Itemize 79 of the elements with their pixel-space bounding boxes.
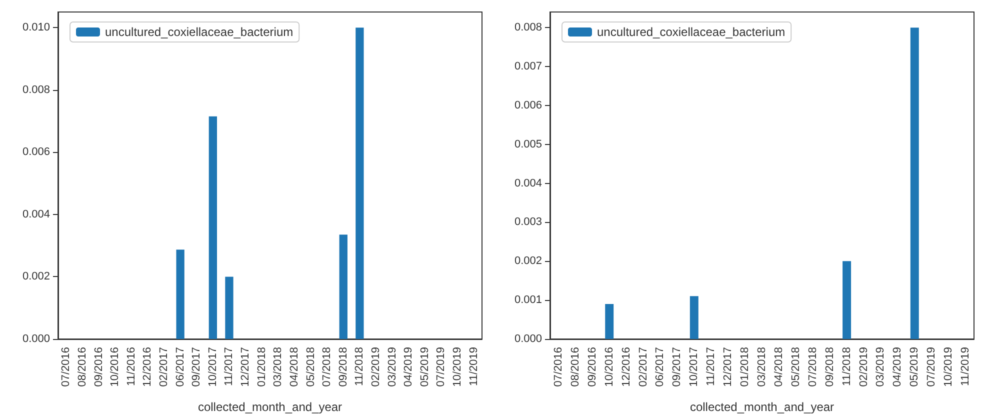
y-tick-label: 0.008 — [514, 22, 542, 34]
x-axis-title: collected_month_and_year — [690, 400, 834, 414]
x-tick-label: 12/2016 — [620, 347, 632, 387]
x-tick-label: 04/2018 — [288, 347, 300, 387]
x-tick-label: 03/2018 — [272, 347, 284, 387]
bar — [910, 28, 919, 339]
x-tick-label: 10/2016 — [603, 347, 616, 387]
x-tick-label: 11/2017 — [705, 347, 718, 386]
x-tick-label: 10/2019 — [942, 347, 955, 387]
x-tick-label: 02/2017 — [158, 347, 170, 387]
x-tick-label: 02/2017 — [637, 347, 650, 387]
y-tick-label: 0.003 — [514, 216, 542, 228]
x-tick-label: 11/2019 — [960, 347, 972, 386]
x-tick-label: 11/2019 — [468, 347, 480, 386]
x-tick-label: 07/2018 — [321, 347, 334, 387]
x-tick-label: 07/2016 — [60, 347, 72, 387]
y-tick-label: 0.001 — [514, 294, 542, 306]
x-tick-label: 09/2017 — [671, 347, 684, 387]
y-tick-label: 0.007 — [514, 60, 542, 72]
x-tick-label: 06/2017 — [654, 347, 666, 387]
bar — [176, 250, 184, 339]
x-tick-label: 03/2019 — [874, 347, 887, 387]
x-tick-label: 07/2019 — [926, 347, 938, 387]
x-tick-label: 11/2017 — [223, 347, 236, 386]
x-tick-label: 02/2019 — [858, 347, 870, 387]
bar — [842, 261, 852, 339]
x-tick-label: 08/2016 — [76, 347, 88, 387]
y-tick-label: 0.000 — [514, 333, 542, 345]
x-tick-label: 01/2018 — [739, 347, 752, 387]
x-tick-label: 10/2019 — [452, 347, 464, 387]
bar — [690, 296, 698, 339]
x-tick-label: 11/2018 — [840, 347, 853, 386]
x-tick-label: 09/2018 — [337, 347, 350, 387]
bar — [208, 116, 217, 339]
bar — [356, 28, 364, 339]
x-tick-label: 11/2018 — [354, 347, 366, 386]
x-tick-label: 05/2018 — [790, 347, 802, 387]
y-tick-label: 0.004 — [514, 177, 542, 190]
x-tick-label: 04/2018 — [772, 347, 785, 387]
x-tick-label: 03/2019 — [386, 347, 398, 387]
y-tick-label: 0.004 — [22, 208, 50, 220]
x-tick-label: 12/2016 — [142, 347, 154, 387]
bar — [605, 304, 614, 339]
y-tick-label: 0.010 — [22, 22, 50, 34]
x-tick-label: 09/2018 — [824, 347, 836, 387]
legend-label: uncultured_coxiellaceae_bacterium — [597, 25, 786, 39]
y-tick-label: 0.006 — [514, 99, 542, 112]
x-tick-label: 07/2018 — [806, 347, 819, 387]
bar — [225, 276, 234, 339]
legend-label: uncultured_coxiellaceae_bacterium — [105, 25, 294, 39]
x-tick-label: 05/2018 — [304, 347, 317, 387]
x-axis-title: collected_month_and_year — [198, 400, 342, 414]
bar — [339, 234, 348, 339]
x-tick-label: 07/2016 — [552, 347, 564, 387]
x-tick-label: 03/2018 — [756, 347, 768, 387]
x-tick-label: 09/2016 — [92, 347, 105, 387]
x-tick-label: 05/2019 — [418, 347, 431, 387]
x-tick-label: 05/2019 — [908, 347, 921, 387]
x-tick-label: 01/2018 — [256, 347, 268, 387]
y-tick-label: 0.000 — [22, 333, 50, 345]
x-tick-label: 04/2019 — [892, 347, 904, 387]
x-tick-label: 09/2017 — [190, 347, 203, 387]
x-tick-label: 10/2017 — [688, 347, 700, 387]
x-tick-label: 04/2019 — [402, 347, 415, 387]
x-tick-label: 07/2019 — [435, 347, 448, 387]
y-tick-label: 0.002 — [514, 255, 542, 268]
x-tick-label: 12/2017 — [722, 347, 734, 387]
x-tick-label: 12/2017 — [240, 347, 252, 387]
y-tick-label: 0.002 — [22, 270, 50, 283]
x-tick-label: 10/2016 — [109, 347, 122, 387]
y-tick-label: 0.005 — [514, 138, 542, 150]
y-tick-label: 0.006 — [22, 146, 50, 158]
x-tick-label: 10/2017 — [206, 347, 219, 387]
x-tick-label: 06/2017 — [174, 347, 186, 387]
x-tick-label: 02/2019 — [370, 347, 382, 387]
x-tick-label: 08/2016 — [569, 347, 582, 387]
x-tick-label: 11/2016 — [125, 347, 138, 386]
x-tick-label: 09/2016 — [586, 347, 598, 387]
y-tick-label: 0.008 — [22, 84, 50, 96]
